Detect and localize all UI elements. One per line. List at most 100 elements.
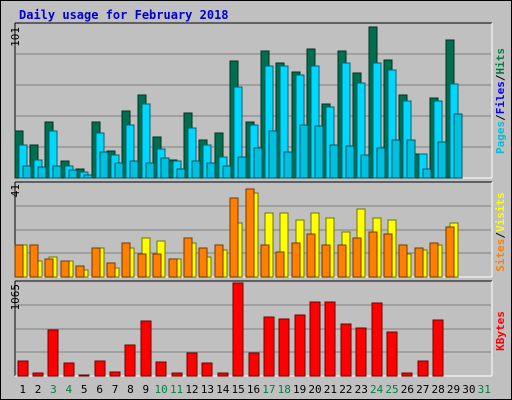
bar-kbytes-day-20	[309, 301, 321, 377]
bar-kbytes-day-13	[201, 362, 213, 377]
bar-pages-day-11	[176, 168, 186, 179]
bar-pages-day-19	[299, 124, 309, 179]
legend-entry: /	[494, 114, 507, 121]
chart-title: Daily usage for February 2018	[19, 8, 229, 22]
bar-pages-day-17	[268, 130, 278, 179]
x-tick-day-5: 5	[81, 383, 88, 396]
x-tick-day-1: 1	[19, 383, 26, 396]
x-tick-day-23: 23	[355, 383, 368, 396]
bar-kbytes-day-21	[324, 301, 336, 377]
bar-pages-day-3	[52, 165, 62, 179]
bar-sites-day-25	[383, 233, 393, 278]
bar-kbytes-day-14	[217, 372, 229, 377]
bar-sites-day-10	[152, 253, 162, 278]
bar-pages-day-5	[83, 174, 93, 179]
x-tick-day-28: 28	[432, 383, 445, 396]
kbytes-panel: 1065 KBytes	[9, 280, 507, 377]
bar-kbytes-day-19	[294, 314, 306, 377]
kbytes-legend: KBytes	[494, 311, 507, 351]
bar-pages-day-27	[422, 168, 432, 179]
x-tick-day-22: 22	[339, 383, 352, 396]
x-tick-day-25: 25	[385, 383, 398, 396]
bar-sites-day-24	[368, 231, 378, 278]
bar-sites-day-9	[137, 253, 147, 278]
bar-kbytes-day-25	[386, 331, 398, 377]
bar-pages-day-29	[453, 113, 463, 179]
bar-pages-day-24	[376, 147, 386, 179]
x-tick-day-8: 8	[127, 383, 134, 396]
legend-entry: Visits	[494, 192, 507, 232]
bar-pages-day-14	[222, 165, 232, 179]
bar-sites-day-2	[29, 244, 39, 278]
bar-pages-day-10	[160, 157, 170, 179]
bar-sites-day-7	[106, 262, 116, 278]
kbytes-max-label: 1065	[9, 284, 22, 311]
bar-pages-day-18	[283, 151, 293, 179]
bar-kbytes-day-3	[47, 329, 59, 377]
bar-sites-day-16	[245, 188, 255, 278]
bar-kbytes-day-18	[278, 318, 290, 377]
hits-files-pages-panel: 101 Pages/Files/Hits	[9, 22, 507, 179]
x-tick-day-29: 29	[447, 383, 460, 396]
bar-pages-day-1	[22, 165, 32, 179]
bar-kbytes-day-4	[63, 362, 75, 377]
hits-files-pages-legend: Pages/Files/Hits	[494, 48, 507, 154]
bar-pages-day-7	[114, 162, 124, 179]
bar-kbytes-day-28	[432, 319, 444, 377]
visits-sites-legend: Sites/Visits	[494, 192, 507, 272]
x-tick-day-14: 14	[216, 383, 230, 396]
bar-sites-day-18	[275, 251, 285, 278]
x-tick-day-7: 7	[112, 383, 119, 396]
bar-sites-day-29	[445, 226, 455, 278]
x-tick-day-30: 30	[462, 383, 475, 396]
x-tick-day-24: 24	[370, 383, 384, 396]
bar-pages-day-22	[345, 145, 355, 179]
hits-files-pages-max-label: 101	[9, 27, 22, 47]
bar-kbytes-day-12	[186, 352, 198, 377]
x-tick-day-3: 3	[50, 383, 57, 396]
visits-sites-panel: 41 Sites/Visits	[9, 181, 507, 278]
bar-pages-day-9	[145, 162, 155, 179]
x-tick-day-11: 11	[170, 383, 183, 396]
bar-sites-day-11	[168, 258, 178, 278]
bar-sites-day-28	[429, 242, 439, 278]
bar-kbytes-day-7	[109, 371, 121, 377]
bar-sites-day-17	[260, 244, 270, 278]
bar-kbytes-day-26	[401, 372, 413, 377]
x-tick-day-17: 17	[262, 383, 275, 396]
bar-kbytes-day-10	[155, 361, 167, 377]
x-tick-day-13: 13	[201, 383, 214, 396]
bar-kbytes-day-15	[232, 282, 244, 377]
x-tick-day-4: 4	[66, 383, 73, 396]
bar-kbytes-day-24	[371, 302, 383, 377]
x-axis-labels: 1 2 3 4 5 6 7 8 9 10 11 12 13 14 15 16 17 18 19 20 21 22 23 24 2…	[19, 383, 491, 396]
bar-sites-day-8	[121, 242, 131, 278]
bar-sites-day-4	[60, 260, 70, 278]
x-tick-day-31: 31	[478, 383, 491, 396]
bar-kbytes-day-27	[417, 360, 429, 377]
x-tick-day-10: 10	[155, 383, 168, 396]
bar-kbytes-day-5	[78, 374, 90, 377]
x-tick-day-12: 12	[185, 383, 198, 396]
x-tick-day-21: 21	[324, 383, 337, 396]
bar-pages-day-26	[406, 139, 416, 179]
bar-sites-day-20	[306, 233, 316, 278]
bar-sites-day-22	[337, 244, 347, 278]
bar-kbytes-day-23	[355, 327, 367, 377]
bar-sites-day-19	[291, 242, 301, 278]
x-tick-day-19: 19	[293, 383, 306, 396]
bar-pages-day-23	[360, 154, 370, 179]
legend-entry: KBytes	[494, 311, 507, 351]
legend-entry: /	[494, 74, 507, 81]
bar-kbytes-day-22	[340, 323, 352, 377]
bar-sites-day-23	[352, 237, 362, 278]
x-tick-day-27: 27	[416, 383, 429, 396]
x-tick-day-26: 26	[401, 383, 414, 396]
x-tick-day-18: 18	[278, 383, 291, 396]
bar-pages-day-20	[314, 125, 324, 179]
bar-sites-day-14	[214, 244, 224, 278]
visits-sites-max-label: 41	[9, 184, 22, 197]
bar-sites-day-1	[14, 244, 24, 278]
x-tick-day-9: 9	[142, 383, 149, 396]
bar-sites-day-12	[183, 237, 193, 278]
